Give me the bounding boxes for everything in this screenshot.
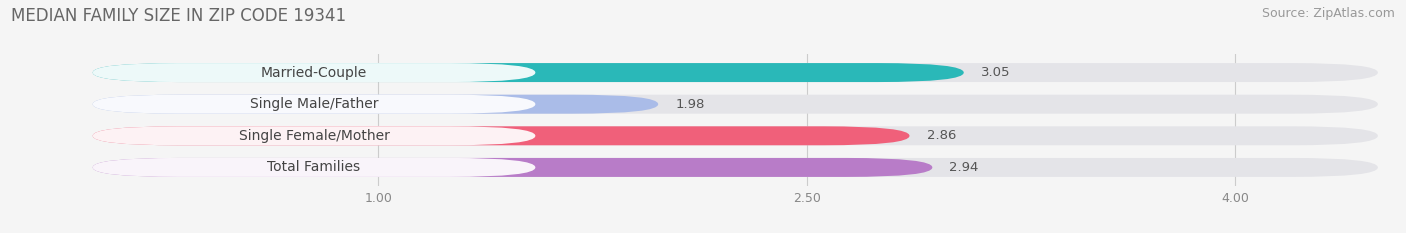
Text: 2.94: 2.94 [949, 161, 979, 174]
FancyBboxPatch shape [93, 158, 932, 177]
FancyBboxPatch shape [93, 63, 536, 82]
FancyBboxPatch shape [93, 126, 1378, 145]
FancyBboxPatch shape [93, 126, 910, 145]
FancyBboxPatch shape [93, 126, 536, 145]
Text: 2.86: 2.86 [927, 129, 956, 142]
FancyBboxPatch shape [93, 95, 536, 114]
Text: 3.05: 3.05 [981, 66, 1011, 79]
FancyBboxPatch shape [93, 95, 658, 114]
Text: 1.98: 1.98 [675, 98, 704, 111]
FancyBboxPatch shape [93, 158, 1378, 177]
Text: Single Female/Mother: Single Female/Mother [239, 129, 389, 143]
Text: Single Male/Father: Single Male/Father [250, 97, 378, 111]
FancyBboxPatch shape [93, 95, 1378, 114]
Text: Married-Couple: Married-Couple [262, 65, 367, 79]
Text: MEDIAN FAMILY SIZE IN ZIP CODE 19341: MEDIAN FAMILY SIZE IN ZIP CODE 19341 [11, 7, 346, 25]
Text: Source: ZipAtlas.com: Source: ZipAtlas.com [1261, 7, 1395, 20]
FancyBboxPatch shape [93, 63, 963, 82]
FancyBboxPatch shape [93, 158, 536, 177]
Text: Total Families: Total Families [267, 161, 360, 175]
FancyBboxPatch shape [93, 63, 1378, 82]
